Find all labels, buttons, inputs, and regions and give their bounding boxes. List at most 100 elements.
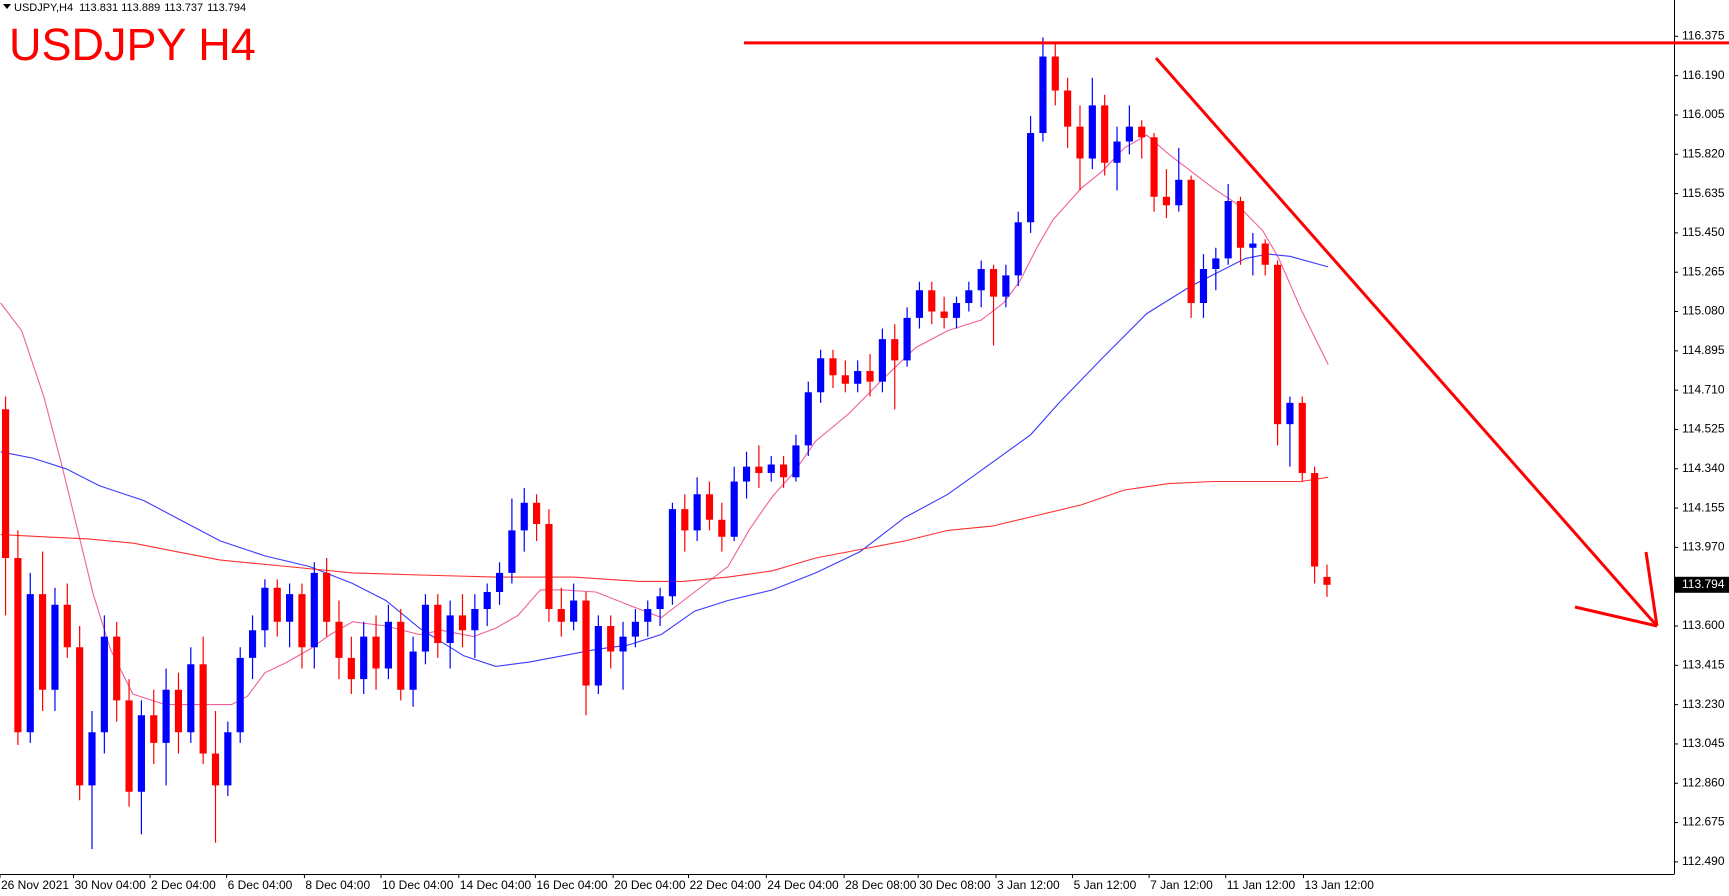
arrow-head xyxy=(1574,605,1658,628)
candle-body xyxy=(1298,402,1306,474)
candle-body xyxy=(421,604,430,652)
candle-body xyxy=(1088,105,1096,159)
candle-body xyxy=(323,572,331,622)
candle-body xyxy=(88,732,96,786)
y-tick-label: 116.375 xyxy=(1682,29,1725,43)
candle-body xyxy=(310,572,318,648)
arrow-shaft xyxy=(1154,57,1659,627)
candle-body xyxy=(780,464,788,478)
header-open: 113.831 xyxy=(79,2,118,14)
candle-body xyxy=(174,689,183,733)
candle-body xyxy=(51,604,59,690)
y-tick-label: 113.600 xyxy=(1682,618,1725,632)
candle-body xyxy=(162,689,170,743)
candle-body xyxy=(76,647,84,786)
y-tick-label: 113.415 xyxy=(1682,657,1725,671)
candle-body xyxy=(767,464,775,474)
candle-body xyxy=(1273,264,1282,425)
x-tick-label: 16 Dec 04:00 xyxy=(536,878,608,892)
candle-body xyxy=(817,358,825,393)
candle-body xyxy=(545,524,553,610)
candle-body xyxy=(570,600,578,622)
candle-body xyxy=(928,290,936,312)
candle-body xyxy=(1311,473,1319,567)
header-low: 113.737 xyxy=(164,2,203,14)
y-tick-label: 113.230 xyxy=(1682,697,1725,711)
y-tick-label: 115.635 xyxy=(1682,186,1725,200)
candle-body xyxy=(829,358,837,376)
candle-body xyxy=(248,630,257,658)
chart-header: USDJPY,H4 113.831 113.889 113.737 113.794 xyxy=(14,2,246,14)
candle-body xyxy=(730,481,738,537)
y-tick-label: 114.710 xyxy=(1682,382,1725,396)
candle-body xyxy=(742,466,751,482)
candle-body xyxy=(1261,243,1269,265)
y-tick-label: 112.860 xyxy=(1682,775,1725,789)
last-price-tag xyxy=(1674,576,1729,593)
candle-body xyxy=(631,621,639,637)
candle-body xyxy=(533,502,541,525)
candle-body xyxy=(1212,258,1220,270)
candle-body xyxy=(1199,269,1208,304)
chart-title: USDJPY H4 xyxy=(9,19,256,70)
candle-body xyxy=(508,530,516,573)
candle-body xyxy=(1224,201,1232,259)
candle-body xyxy=(1039,56,1047,134)
candle-body xyxy=(878,339,886,382)
candle-body xyxy=(1101,105,1109,163)
candle-body xyxy=(1026,133,1035,223)
y-tick-label: 115.080 xyxy=(1682,304,1725,318)
candle-body xyxy=(940,311,948,318)
candle-body xyxy=(656,596,664,610)
annotations xyxy=(744,41,1729,628)
candle-body xyxy=(26,594,34,733)
x-tick-label: 14 Dec 04:00 xyxy=(460,878,532,892)
x-tick-label: 11 Jan 12:00 xyxy=(1227,878,1296,892)
x-tick-label: 6 Dec 04:00 xyxy=(228,878,293,892)
trend-arrow xyxy=(1154,57,1659,628)
candle-body xyxy=(434,604,442,644)
candle-body xyxy=(1175,179,1183,206)
candle-body xyxy=(1187,179,1195,304)
candle-body xyxy=(705,494,714,520)
candle-body xyxy=(273,587,281,622)
header-close: 113.794 xyxy=(207,2,246,14)
y-tick-label: 113.970 xyxy=(1682,540,1725,554)
candle-body xyxy=(1138,126,1146,138)
candle-body xyxy=(483,592,491,610)
candle-body xyxy=(557,609,565,622)
x-tick-label: 7 Jan 12:00 xyxy=(1150,878,1213,892)
x-tick-label: 28 Dec 08:00 xyxy=(845,878,917,892)
candle-body xyxy=(1,409,10,559)
candle-body xyxy=(1323,576,1331,585)
candle-body xyxy=(619,636,627,652)
candle-body xyxy=(113,636,121,701)
candle-body xyxy=(965,290,973,304)
candle-body xyxy=(792,445,800,478)
x-tick-label: 5 Jan 12:00 xyxy=(1074,878,1137,892)
y-tick-label: 114.525 xyxy=(1682,422,1725,436)
candle-body xyxy=(286,594,294,622)
candle-body xyxy=(150,715,158,743)
symbol: USDJPY,H4 xyxy=(14,2,73,14)
candle-body xyxy=(915,290,924,318)
x-tick-label: 22 Dec 04:00 xyxy=(689,878,761,892)
candle-body xyxy=(866,371,874,382)
candle-body xyxy=(495,572,504,593)
candle-body xyxy=(298,594,306,648)
candle-body xyxy=(952,303,961,318)
x-tick-label: 30 Dec 08:00 xyxy=(919,878,991,892)
candle-body xyxy=(718,519,726,537)
candle-body xyxy=(187,664,195,733)
candle-body xyxy=(804,392,812,446)
candle-body xyxy=(891,339,899,361)
candle-body xyxy=(582,600,590,686)
candle-body xyxy=(39,594,47,690)
candle-body xyxy=(693,494,701,531)
candle-body xyxy=(1051,56,1059,91)
candle-body xyxy=(1076,126,1084,159)
x-tick-label: 30 Nov 04:00 xyxy=(74,878,146,892)
y-tick-label: 113.045 xyxy=(1682,736,1725,750)
